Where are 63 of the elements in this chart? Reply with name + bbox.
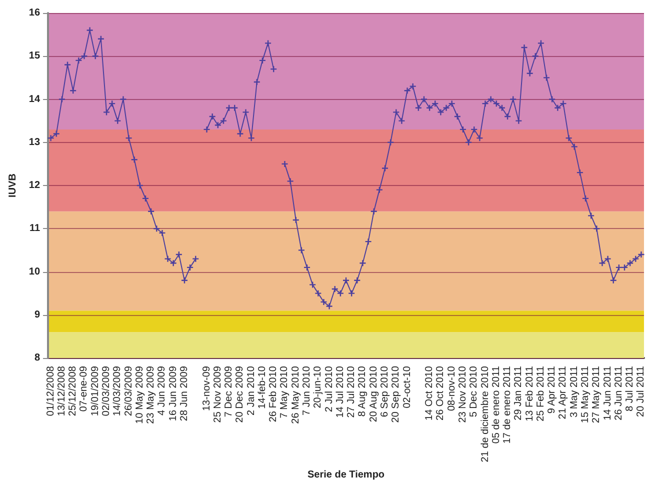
x-tick-label: 8 Jul 2011 bbox=[624, 366, 636, 412]
y-tick-label: 10 bbox=[28, 266, 40, 278]
x-tick-label: 10 May 2009 bbox=[134, 366, 146, 424]
x-tick-label: 5 Dec 2010 bbox=[468, 366, 480, 418]
y-tick-label: 8 bbox=[34, 352, 40, 364]
x-tick-label: 26 Jun 2011 bbox=[613, 366, 624, 420]
x-tick-label: 26 May 2010 bbox=[290, 366, 302, 424]
x-tick-label: 25 Nov 2009 bbox=[212, 366, 224, 423]
x-tick-label: 28 Jun 2009 bbox=[178, 366, 190, 422]
x-axis-title: Serie de Tiempo bbox=[307, 470, 385, 481]
x-tick-label: 13-nov-09 bbox=[201, 366, 212, 412]
x-tick-label: 6 Sep 2010 bbox=[380, 366, 390, 418]
x-tick-label: 27 Jul 2010 bbox=[346, 366, 358, 418]
x-tick-label: 07-ene-09 bbox=[78, 366, 90, 412]
x-tick-label: 20 Sep 2010 bbox=[390, 366, 402, 423]
x-tick-label: 3 May 2011 bbox=[568, 366, 580, 418]
x-tick-label: 02-oct-10 bbox=[402, 366, 413, 408]
x-tick-label: 17 de enero 2011 bbox=[502, 366, 514, 444]
x-tick-label: 20 Dec 2009 bbox=[234, 366, 246, 423]
x-tick-label: 4 Jun 2009 bbox=[156, 366, 168, 416]
x-tick-label: 7 Jun 2010 bbox=[302, 366, 313, 416]
y-tick-label: 14 bbox=[28, 94, 40, 105]
x-tick-label: 02/03/2009 bbox=[101, 366, 112, 416]
y-tick-label: 9 bbox=[34, 309, 40, 320]
y-axis-title: IUVB bbox=[8, 174, 18, 198]
x-tick-label: 13/12/2008 bbox=[56, 366, 68, 416]
x-tick-label: 14-feb-10 bbox=[256, 366, 268, 409]
x-tick-label: 2 Jul 2010 bbox=[324, 366, 335, 412]
x-tick-label: 26 Oct 2010 bbox=[435, 366, 446, 420]
y-tick-label: 16 bbox=[28, 8, 40, 18]
x-tick-label: 23 May 2009 bbox=[146, 366, 157, 424]
x-tick-label: 20 Jul 2011 bbox=[636, 366, 647, 417]
x-tick-label: 25/12/2008 bbox=[68, 366, 79, 416]
x-tick-label: 23 Nov 2010 bbox=[457, 366, 468, 423]
x-tick-label: 13 Feb 2011 bbox=[524, 366, 536, 422]
x-tick-label: 7 May 2010 bbox=[279, 366, 290, 418]
x-tick-label: 7 Dec 2009 bbox=[224, 366, 235, 418]
x-tick-label: 14/03/2009 bbox=[112, 366, 124, 416]
x-tick-label: 20-jun-10 bbox=[312, 366, 324, 408]
x-tick-label: 01/12/2008 bbox=[45, 366, 56, 416]
x-tick-label: 21 Apr 2011 bbox=[558, 366, 569, 420]
y-tick-label: 15 bbox=[28, 50, 40, 62]
x-tick-label: 15 May 2011 bbox=[580, 366, 592, 424]
x-tick-label: 19/01/2009 bbox=[90, 366, 101, 416]
x-tick-label: 14 Jul 2010 bbox=[334, 366, 346, 418]
y-tick-label: 12 bbox=[28, 180, 40, 191]
x-tick-label: 16 Jun 2009 bbox=[168, 366, 179, 422]
x-tick-label: 20 Aug 2010 bbox=[368, 366, 380, 422]
x-tick-label: 26/03/2009 bbox=[123, 366, 134, 416]
x-tick-label: 9 Apr 2011 bbox=[546, 366, 558, 414]
x-tick-label: 14 Jun 2011 bbox=[602, 366, 614, 420]
x-tick-label: 26 Feb 2010 bbox=[268, 366, 280, 422]
x-tick-label: 29 Jan 2011 bbox=[513, 366, 524, 420]
x-tick-label: 2 Jan 2010 bbox=[246, 366, 257, 416]
x-tick-label: 14 Oct 2010 bbox=[424, 366, 436, 420]
x-tick-label: 27 May 2011 bbox=[591, 366, 602, 424]
x-tick-label: 8 Aug 2010 bbox=[357, 366, 368, 417]
x-tick-label: 05 de enero 2011 bbox=[490, 366, 502, 444]
x-tick-label: 25 Feb 2011 bbox=[535, 366, 546, 422]
y-tick-label: 13 bbox=[28, 136, 40, 148]
x-tick-label: 08-nov-10 bbox=[446, 366, 458, 412]
x-tick-label: 21 de diciembre 2010 bbox=[480, 366, 491, 462]
y-tick-label: 11 bbox=[29, 223, 40, 234]
